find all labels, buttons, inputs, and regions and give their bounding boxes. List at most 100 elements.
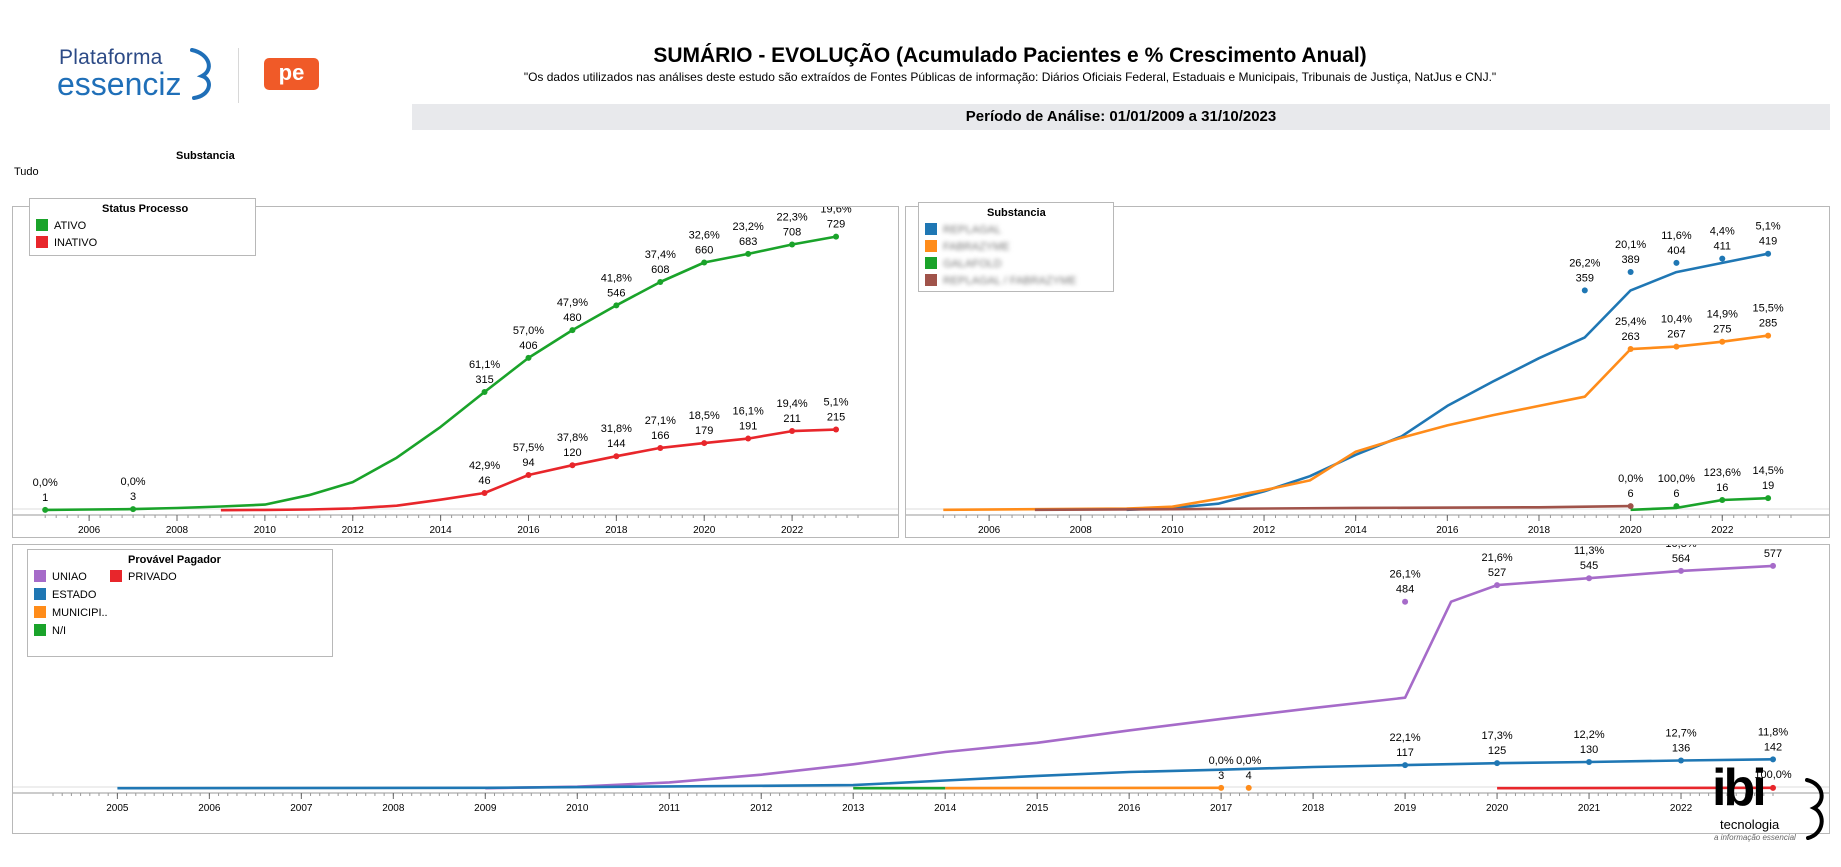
data-label-value-inativo: 166	[651, 430, 669, 442]
chart-pagador-svg: 2005 2006 2007 2008 2009 2010 2011 2012 2013 2014…	[13, 533, 1829, 814]
data-point-replagal	[1581, 287, 1588, 294]
x-tick-label: 2020	[693, 525, 716, 536]
legend-label-substancia-1: REPLAGAL	[943, 224, 1002, 236]
data-point-ativo	[481, 389, 488, 396]
data-label-value-estado: 130	[1580, 744, 1598, 756]
chart-panel-pagador: 2005 2006 2007 2008 2009 2010 2011 2012 2013 2014…	[12, 533, 1830, 834]
x-tick-label: 2006	[198, 803, 221, 814]
legend-item-substancia-1[interactable]: REPLAGAL	[925, 223, 1001, 236]
data-label-pct-inativo: 37,8%	[557, 432, 588, 444]
legend-item-uniao[interactable]: UNIAO	[34, 570, 87, 583]
data-label-pct-replagal: 11,6%	[1661, 230, 1692, 242]
legend-status-title: Status Processo	[102, 203, 189, 215]
series-line-galafold	[1630, 496, 1769, 512]
data-point-ativo	[613, 302, 620, 309]
x-tick-label: 2011	[658, 803, 680, 814]
data-label-pct-replagal: 26,2%	[1569, 257, 1600, 269]
legend-item-estado[interactable]: ESTADO	[34, 588, 96, 601]
x-tick-label: 2020	[1486, 803, 1509, 814]
legend-item-substancia-2[interactable]: FABRAZYME	[925, 240, 1010, 253]
data-label-pct-estado: 11,8%	[1758, 726, 1789, 738]
data-label-value-fabrazyme: 285	[1759, 318, 1777, 330]
data-point-privado	[1770, 784, 1776, 791]
data-label-value-uniao: 577	[1764, 548, 1782, 560]
series-line-ativo	[45, 235, 837, 512]
legend-item-substancia-4[interactable]: REPLAGAL / FABRAZYME	[925, 274, 1076, 287]
data-point-galafold	[1673, 503, 1680, 510]
data-label-pct-replagal: 20,1%	[1615, 239, 1646, 251]
data-label-value-replagal: 359	[1576, 272, 1594, 284]
data-label-pct-ativo: 19,6%	[820, 207, 851, 216]
data-point-inativo	[745, 435, 752, 442]
legend-swatch-substancia-4	[925, 274, 937, 286]
data-label-value-estado: 117	[1396, 747, 1414, 759]
ibi-logo-tecnologia: tecnologia	[1720, 817, 1780, 832]
legend-label-estado: ESTADO	[52, 589, 97, 601]
data-point-uniao	[1586, 575, 1593, 582]
data-point-replagal	[1719, 255, 1726, 262]
data-point-inativo	[789, 428, 796, 435]
x-tick-label: 2006	[78, 525, 101, 536]
legend-item-municipio[interactable]: MUNICIPI..	[34, 606, 108, 619]
legend-pagador: Provável Pagador UNIAO PRIVADO ESTADO MU…	[27, 549, 333, 657]
x-tick-label: 2010	[1161, 525, 1184, 536]
data-label-pct-estado: 12,7%	[1665, 727, 1696, 739]
data-label-value-replagal: 389	[1621, 254, 1639, 266]
data-label-value-municipi: 4	[1246, 770, 1252, 782]
data-point-replagal	[1673, 259, 1680, 266]
data-point-inativo	[569, 462, 576, 469]
data-label-pct-estado: 12,2%	[1573, 729, 1604, 741]
data-label-pct-ativo: 61,1%	[469, 359, 500, 371]
legend-item-inativo[interactable]: INATIVO	[36, 236, 97, 249]
legend-status: Status Processo ATIVO INATIVO	[29, 198, 256, 256]
data-point-ativo	[525, 354, 532, 361]
data-label-value-ativo: 1	[42, 492, 48, 504]
x-tick-label: 2014	[429, 525, 452, 536]
x-tick-label: 2013	[842, 803, 865, 814]
data-label-value-municipi: 3	[1218, 770, 1224, 782]
x-tick-label: 2006	[978, 525, 1001, 536]
data-point-ativo	[701, 259, 708, 266]
data-label-pct-fabrazyme: 15,5%	[1752, 303, 1783, 315]
data-point-ativo	[657, 279, 664, 286]
data-label-pct-replagal: 4,4%	[1710, 226, 1735, 238]
logo-divider	[238, 48, 239, 103]
legend-swatch-estado	[34, 588, 46, 600]
data-label-value-galafold: 6	[1673, 488, 1679, 500]
platform-logo-line1: Plataforma	[59, 46, 163, 69]
data-label-value-ativo: 546	[607, 287, 625, 299]
series-line-estado	[117, 758, 1774, 790]
x-tick-label: 2016	[1436, 525, 1459, 536]
legend-item-substancia-3[interactable]: GALAFOLD	[925, 257, 1002, 270]
data-label-pct-ativo: 23,2%	[733, 221, 764, 233]
data-point-replagal	[1627, 269, 1634, 276]
data-point-uniao	[1402, 598, 1409, 605]
data-label-value-inativo: 179	[695, 425, 713, 437]
data-point-inativo	[657, 444, 664, 451]
data-label-value-estado: 125	[1488, 745, 1506, 757]
legend-item-ni[interactable]: N/I	[34, 624, 66, 637]
data-label-value-fabrazyme: 263	[1621, 331, 1639, 343]
data-label-pct-estado: 17,3%	[1481, 730, 1512, 742]
data-point-inativo	[481, 489, 488, 496]
data-label-value-inativo: 120	[563, 447, 581, 459]
x-tick-label: 2021	[1578, 803, 1601, 814]
platform-logo-swoosh-icon	[190, 48, 211, 100]
legend-substancia-title: Substancia	[987, 207, 1046, 219]
ibi-logo: ibi tecnologia a informação essencial	[1712, 759, 1832, 846]
chart-panel-substancia: 2006 2008 2010 2012 2014 2016 2018 2020 2022 26,2…	[905, 202, 1830, 538]
legend-item-privado[interactable]: PRIVADO	[110, 570, 177, 583]
data-label-pct-fabrazyme: 25,4%	[1615, 316, 1646, 328]
data-label-value-uniao: 545	[1580, 560, 1598, 572]
chart-panel-status: 2006 2008 2010 2012 2014 2016 2018 2020 2022 0,0%…	[12, 198, 899, 538]
x-tick-label: 2012	[1253, 525, 1276, 536]
x-tick-label: 2012	[750, 803, 773, 814]
series-line-replagal-fabrazyme	[1034, 504, 1631, 512]
legend-swatch-substancia-3	[925, 257, 937, 269]
data-point-replagal	[1765, 250, 1772, 257]
legend-label-inativo: INATIVO	[54, 237, 98, 249]
legend-item-ativo[interactable]: ATIVO	[36, 219, 86, 232]
substance-filter-value[interactable]: Tudo	[14, 166, 39, 178]
data-label-pct-replagal: 5,1%	[1756, 221, 1781, 233]
data-label-pct-ativo: 41,8%	[601, 272, 632, 284]
